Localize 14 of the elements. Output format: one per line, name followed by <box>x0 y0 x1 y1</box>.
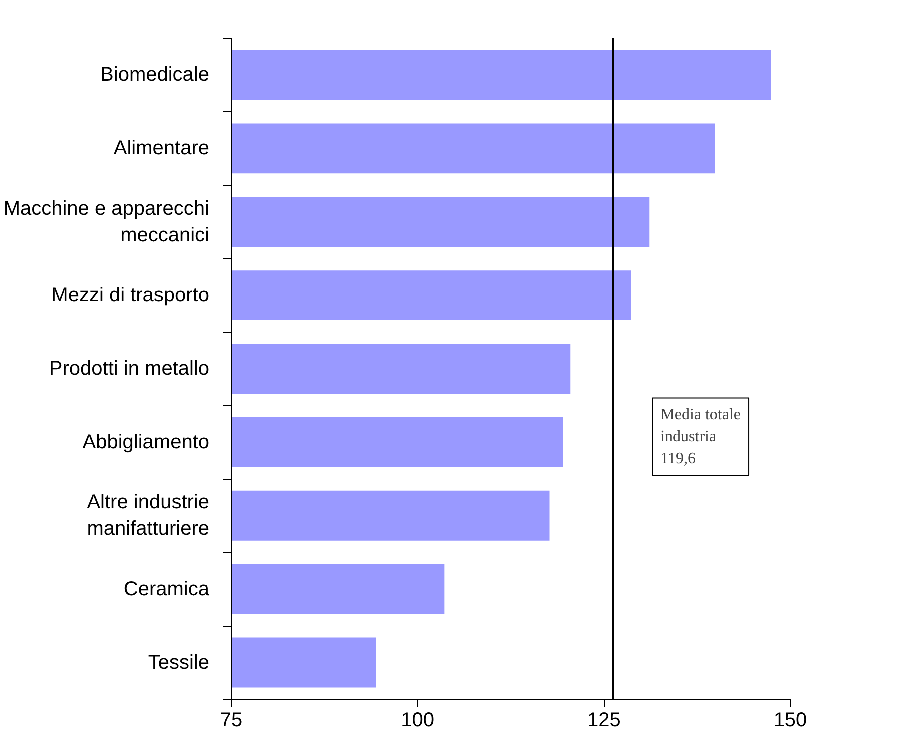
y-tick-label: Abbigliamento <box>82 431 210 454</box>
x-tick-label: 150 <box>774 710 808 732</box>
x-tick-label: 125 <box>587 710 621 732</box>
x-tick-label: 100 <box>401 710 435 732</box>
y-tick-label: Ceramica <box>124 578 210 600</box>
y-tick-label: Altre industrie manifatturiere <box>87 492 210 540</box>
y-tick-label: Alimentare <box>114 138 210 160</box>
y-tick-label: Prodotti in metallo <box>49 358 210 380</box>
y-tick-label: Mezzi di trasporto <box>52 284 210 307</box>
y-tick-label: Biomedicale <box>100 64 210 86</box>
y-tick-label: Tessile <box>148 652 210 674</box>
y-tick-label: Macchine e apparecchi meccanici <box>4 198 210 246</box>
x-tick-label: 75 <box>220 710 243 732</box>
annotation: Media totale industria 119,6 <box>660 406 742 468</box>
